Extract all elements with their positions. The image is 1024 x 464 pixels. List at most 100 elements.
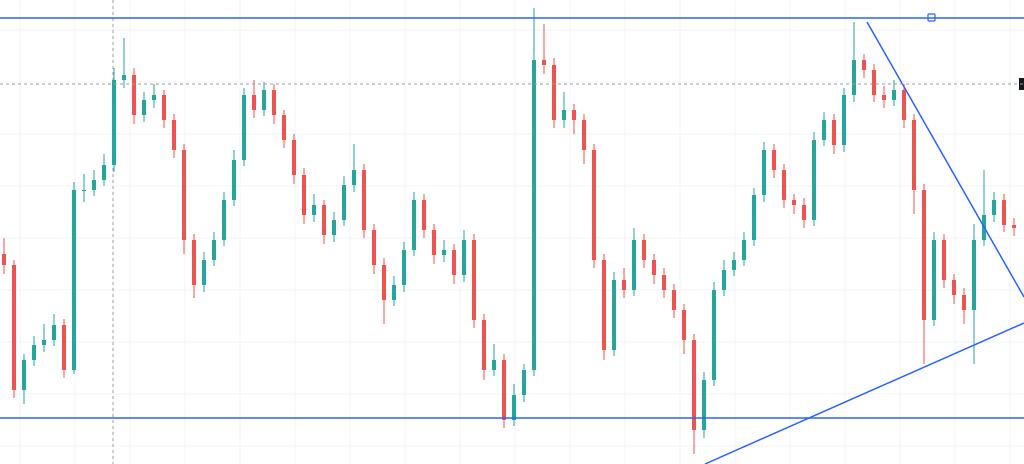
candle-body: [312, 205, 316, 215]
candle-body: [62, 325, 66, 370]
candle-body: [382, 265, 386, 300]
candle-body: [562, 110, 566, 120]
candle-body: [32, 345, 36, 360]
candle-body: [342, 185, 346, 220]
candle-body: [122, 75, 126, 80]
candle-body: [452, 250, 456, 275]
candle-body: [572, 110, 576, 120]
candle-body: [552, 65, 556, 120]
candle-body: [822, 120, 826, 140]
candle-body: [372, 230, 376, 265]
trend-line-up[interactable]: [704, 322, 1024, 464]
candle-body: [482, 320, 486, 370]
candle-body: [492, 360, 496, 370]
candle-body: [532, 60, 536, 370]
candle-body: [22, 360, 26, 390]
candle-body: [802, 205, 806, 220]
candle-body: [502, 360, 506, 420]
candle-body: [252, 95, 256, 110]
candle-body: [852, 60, 856, 95]
candle-body: [612, 280, 616, 350]
candle-body: [792, 200, 796, 205]
candle-body: [1002, 200, 1006, 225]
candle-body: [922, 190, 926, 320]
candle-body: [352, 170, 356, 185]
candle-body: [52, 325, 56, 340]
candle-body: [762, 150, 766, 195]
candle-body: [592, 150, 596, 260]
candle-body: [882, 95, 886, 100]
trend-line-down[interactable]: [866, 21, 1024, 298]
candle-body: [902, 90, 906, 120]
candle-body: [942, 240, 946, 280]
candle-body: [242, 95, 246, 160]
candle-body: [402, 250, 406, 285]
candle-body: [222, 200, 226, 240]
candle-body: [292, 140, 296, 175]
candle-body: [832, 120, 836, 145]
candle-body: [522, 370, 526, 395]
candle-body: [952, 280, 956, 295]
candle-body: [102, 165, 106, 180]
candle-body: [322, 205, 326, 235]
candle-body: [1012, 225, 1016, 228]
candle-body: [392, 285, 396, 300]
candle-body: [2, 254, 6, 265]
candle-body: [202, 260, 206, 285]
candle-body: [442, 250, 446, 255]
candle-body: [992, 200, 996, 215]
candle-body: [92, 180, 96, 190]
candle-body: [192, 240, 196, 285]
candle-body: [842, 95, 846, 145]
candle-body: [712, 290, 716, 380]
candle-body: [132, 75, 136, 115]
candle-body: [642, 240, 646, 260]
candle-body: [272, 90, 276, 115]
candle-body: [772, 150, 776, 170]
candle-body: [872, 70, 876, 95]
candle-body: [472, 240, 476, 320]
candle-body: [652, 260, 656, 275]
candle-body: [672, 290, 676, 310]
candle-body: [862, 60, 866, 70]
candle-body: [422, 200, 426, 230]
candle-body: [602, 260, 606, 350]
candle-body: [262, 90, 266, 110]
candle-body: [542, 60, 546, 65]
candle-body: [782, 170, 786, 200]
candle-body: [72, 190, 76, 370]
candles: [2, 8, 1016, 454]
candle-body: [932, 240, 936, 320]
candle-body: [962, 295, 966, 310]
candle-body: [742, 240, 746, 260]
candle-body: [582, 120, 586, 150]
candle-body: [972, 240, 976, 310]
candle-body: [462, 240, 466, 275]
candle-body: [632, 240, 636, 290]
candle-body: [662, 275, 666, 290]
candle-body: [732, 260, 736, 270]
candle-body: [362, 170, 366, 230]
candle-body: [152, 95, 156, 100]
candle-body: [142, 100, 146, 115]
candle-body: [752, 195, 756, 240]
candle-body: [232, 160, 236, 200]
candle-body: [182, 150, 186, 240]
candle-body: [302, 175, 306, 215]
candle-body: [722, 270, 726, 290]
candle-body: [512, 395, 516, 420]
candle-body: [42, 340, 46, 345]
candle-body: [432, 230, 436, 255]
candle-body: [412, 200, 416, 250]
candle-body: [162, 95, 166, 120]
candle-body: [892, 90, 896, 100]
candle-body: [172, 120, 176, 150]
candle-body: [682, 310, 686, 340]
candle-body: [702, 380, 706, 430]
candle-body: [12, 265, 16, 390]
candle-body: [282, 115, 286, 140]
candle-body: [332, 220, 336, 235]
candle-body: [692, 340, 696, 430]
candle-body: [622, 280, 626, 290]
